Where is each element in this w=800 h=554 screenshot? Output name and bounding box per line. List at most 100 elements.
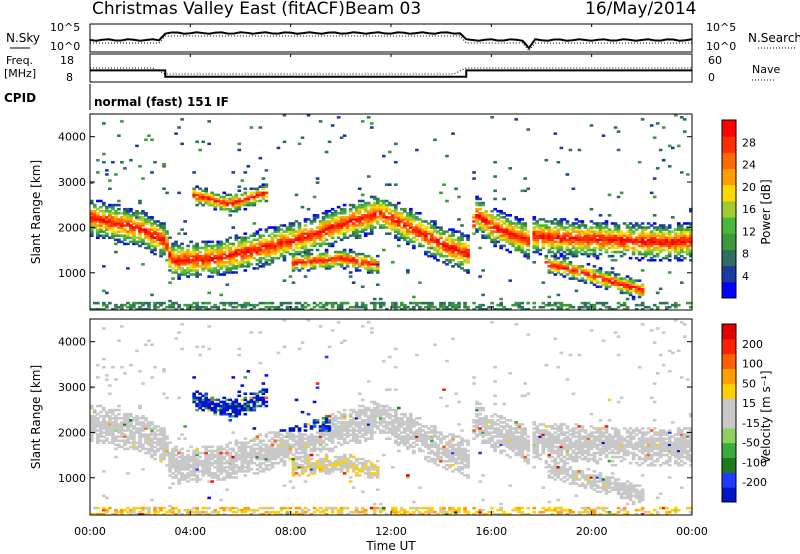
power-cell [150,240,154,244]
power-cell [135,224,139,227]
velocity-cell [90,406,94,410]
power-cell [490,305,494,309]
power-cell [324,301,329,305]
velocity-cell [210,474,215,477]
power-cell [273,234,278,237]
power-cell [478,275,482,278]
velocity-cell [243,437,248,440]
velocity-cell [171,453,175,457]
power-cell [601,244,606,248]
power-cell [363,214,368,217]
velocity-cell [126,437,130,440]
velocity-cell [249,447,254,451]
power-cell [264,191,269,195]
power-cell [658,228,663,231]
power-cell [309,228,314,231]
velocity-cell [162,429,166,432]
power-cell [261,252,266,256]
power-cell [288,275,293,278]
power-cell [309,230,314,233]
velocity-cell [204,455,208,459]
power-cell [279,224,284,227]
power-cell [613,226,618,229]
power-cell [502,230,506,233]
velocity-cell [111,429,115,432]
velocity-cell [102,419,106,422]
power-cell [646,232,651,235]
velocity-cell [138,433,142,436]
velocity-cell [147,447,151,451]
power-cell [384,183,389,186]
power-cell [571,224,576,227]
power-cell [598,246,603,250]
power-cell [394,303,398,307]
power-cell [204,263,208,266]
power-cell [562,250,567,254]
power-cell [360,224,365,227]
power-cell [520,218,525,221]
power-cell [270,252,275,256]
power-cell [381,301,386,305]
power-cell [541,218,546,221]
power-cell [171,303,175,307]
power-cell [144,212,148,215]
power-cell [348,214,353,217]
power-cell [640,285,645,289]
power-cell [562,265,567,268]
velocity-cell [300,341,305,344]
velocity-cell [294,441,299,445]
power-cell [556,244,561,248]
power-cell [273,250,278,254]
power-cell [604,232,609,235]
power-cell [240,248,245,252]
power-cell [550,232,555,235]
velocity-cell [216,451,221,455]
velocity-cell [195,508,199,512]
velocity-cell [252,449,257,453]
power-cell [679,224,684,227]
velocity-cell [243,508,248,512]
velocity-cell [150,427,154,430]
velocity-cell [282,506,287,510]
power-cell [294,258,299,262]
velocity-cell [147,449,151,453]
power-cell [523,307,528,311]
power-cell [348,209,353,213]
power-cell [583,271,588,274]
power-cell [213,254,218,258]
velocity-cell [288,506,293,510]
velocity-cell [180,455,184,459]
power-colorbar-label: Power [dB] [759,179,773,244]
power-cell [351,224,356,227]
velocity-cell [186,449,190,453]
power-cell [162,301,166,305]
power-cell [93,212,97,215]
power-cell [418,234,422,237]
power-cell [258,252,263,256]
power-cell [369,222,374,225]
power-cell [375,207,380,211]
power-cell [231,244,236,248]
power-cell [574,222,579,225]
velocity-cell [252,447,257,451]
power-cell [643,242,648,246]
power-cell [658,250,663,254]
power-cell [601,226,606,229]
power-cell [601,246,606,250]
power-cell [424,240,428,244]
power-cell [162,244,166,248]
power-cell [523,234,528,237]
power-cell [357,205,362,209]
power-cell [412,226,416,229]
power-cell [670,246,675,250]
power-cell [255,258,260,262]
power-cell [192,273,196,276]
power-cell [661,226,666,229]
power-cell [604,250,609,254]
velocity-cell [273,455,278,459]
power-cell [282,279,287,282]
power-cell [667,254,672,258]
power-cell [90,230,94,233]
power-cell [532,216,537,219]
power-cell [628,285,633,289]
